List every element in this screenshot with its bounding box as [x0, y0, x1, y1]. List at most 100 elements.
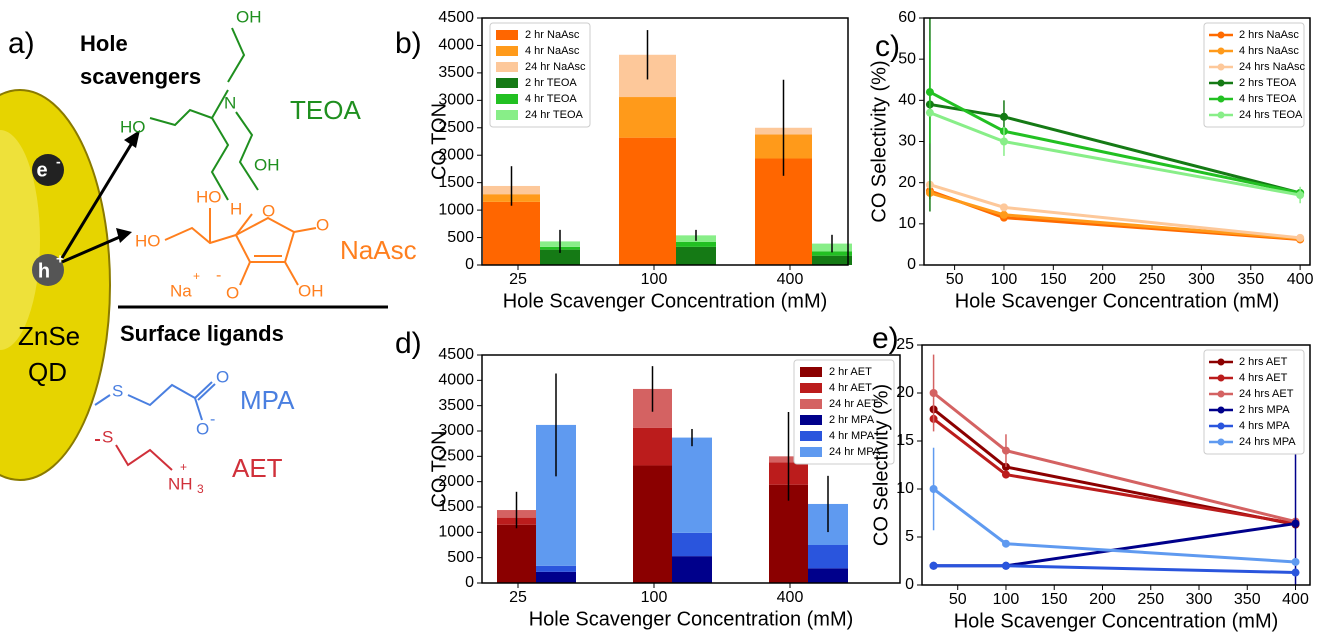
bar-segment	[808, 545, 848, 569]
legend-marker	[1217, 406, 1225, 414]
y-tick-label: 500	[447, 229, 474, 246]
bar-segment	[769, 484, 808, 583]
section-title: scavengers	[80, 64, 201, 89]
legend-label: 4 hrs TEOA	[1239, 93, 1297, 105]
legend-marker	[1217, 358, 1225, 366]
y-tick-label: 0	[905, 576, 914, 593]
y-tick-label: 10	[898, 215, 916, 232]
bar-segment	[812, 255, 852, 265]
data-point	[1001, 561, 1010, 570]
molecule-name: TEOA	[290, 95, 361, 125]
x-tick-label: 400	[777, 589, 804, 606]
hole-icon	[32, 254, 64, 286]
legend-marker	[1217, 438, 1225, 446]
legend-swatch	[800, 383, 822, 393]
data-point	[929, 389, 938, 397]
molecule-name: NaAsc	[340, 235, 417, 265]
x-tick-label: 100	[993, 591, 1020, 608]
teoa-structure	[149, 27, 259, 201]
x-tick-label: 200	[1089, 271, 1116, 288]
x-tick-label: 400	[777, 271, 804, 288]
atom-label: OH	[236, 7, 262, 26]
atom-label: HO	[120, 117, 146, 136]
bar-segment	[676, 241, 716, 247]
bar-segment	[633, 465, 672, 583]
hole-charge: +	[56, 251, 64, 267]
data-point	[1001, 446, 1010, 455]
naasc-structure	[164, 208, 317, 286]
y-tick-label: 50	[898, 50, 916, 67]
legend-swatch	[800, 367, 822, 377]
x-tick-label: 400	[1287, 271, 1314, 288]
electron-charge: -	[56, 154, 61, 170]
atom-charge: -	[210, 411, 215, 428]
legend-label: 24 hrs NaAsc	[1239, 61, 1306, 73]
qd-label: QD	[28, 357, 67, 387]
panel-label: c)	[875, 30, 900, 63]
electron-label: e	[36, 159, 47, 181]
x-tick-label: 250	[1139, 271, 1166, 288]
legend-swatch	[800, 447, 822, 457]
bar-segment	[672, 556, 712, 583]
atom-subscript: 3	[197, 482, 204, 496]
legend-label: 2 hr TEOA	[525, 77, 577, 89]
bar-segment	[812, 251, 852, 256]
y-tick-label: 3000	[438, 92, 474, 109]
legend-marker	[1217, 63, 1225, 71]
legend-marker	[1217, 47, 1225, 55]
x-tick-label: 150	[1040, 271, 1067, 288]
atom-label: HO	[196, 187, 222, 206]
y-tick-label: 1000	[438, 524, 474, 541]
x-tick-label: 300	[1186, 591, 1213, 608]
data-point	[1291, 557, 1300, 566]
y-tick-label: 25	[896, 336, 914, 353]
legend-label: 2 hrs TEOA	[1239, 77, 1297, 89]
qd-label: ZnSe	[18, 321, 80, 351]
y-tick-label: 3500	[438, 64, 474, 81]
y-tick-label: 10	[896, 480, 914, 497]
x-axis-title: Hole Scavenger Concentration (mM)	[954, 610, 1279, 632]
legend-marker	[1217, 422, 1225, 430]
y-tick-label: 2000	[438, 473, 474, 490]
bar-segment	[676, 246, 716, 265]
data-point	[1296, 233, 1305, 242]
bar-segment	[540, 249, 580, 265]
x-axis-title: Hole Scavenger Concentration (mM)	[503, 290, 828, 312]
y-axis-title: CO Selectivity (%)	[870, 384, 892, 546]
y-tick-label: 1500	[438, 174, 474, 191]
y-tick-label: 20	[896, 384, 914, 401]
legend-swatch	[496, 30, 518, 40]
data-point	[929, 485, 938, 493]
arrow	[60, 137, 137, 259]
y-tick-label: 2500	[438, 448, 474, 465]
data-point	[999, 210, 1008, 219]
data-point	[925, 108, 934, 117]
arrow	[61, 234, 123, 264]
data-point	[1001, 470, 1010, 479]
y-tick-label: 4000	[438, 37, 474, 54]
legend-label: 2 hrs NaAsc	[1239, 29, 1299, 41]
legend-swatch	[496, 78, 518, 88]
y-tick-label: 20	[898, 174, 916, 191]
legend-label: 24 hrs MPA	[1239, 436, 1296, 448]
section-title: Surface ligands	[120, 321, 284, 346]
y-tick-label: 3500	[438, 397, 474, 414]
bar-segment	[536, 565, 576, 572]
atom-charge: +	[193, 269, 200, 283]
bar-segment	[633, 427, 672, 466]
atom-charge: +	[180, 460, 187, 474]
legend-label: 4 hrs NaAsc	[1239, 45, 1299, 57]
bar-segment	[672, 532, 712, 557]
ligand-name: MPA	[240, 385, 295, 415]
legend-label: 4 hrs AET	[1239, 372, 1288, 384]
legend-swatch	[800, 431, 822, 441]
x-tick-label: 200	[1089, 591, 1116, 608]
legend-swatch	[496, 62, 518, 72]
legend-label: 4 hr TEOA	[525, 93, 577, 105]
y-tick-label: 4500	[438, 346, 474, 363]
bar-segment	[619, 137, 676, 265]
arrowhead	[124, 130, 140, 148]
y-tick-label: 30	[898, 133, 916, 150]
y-tick-label: 1500	[438, 498, 474, 515]
